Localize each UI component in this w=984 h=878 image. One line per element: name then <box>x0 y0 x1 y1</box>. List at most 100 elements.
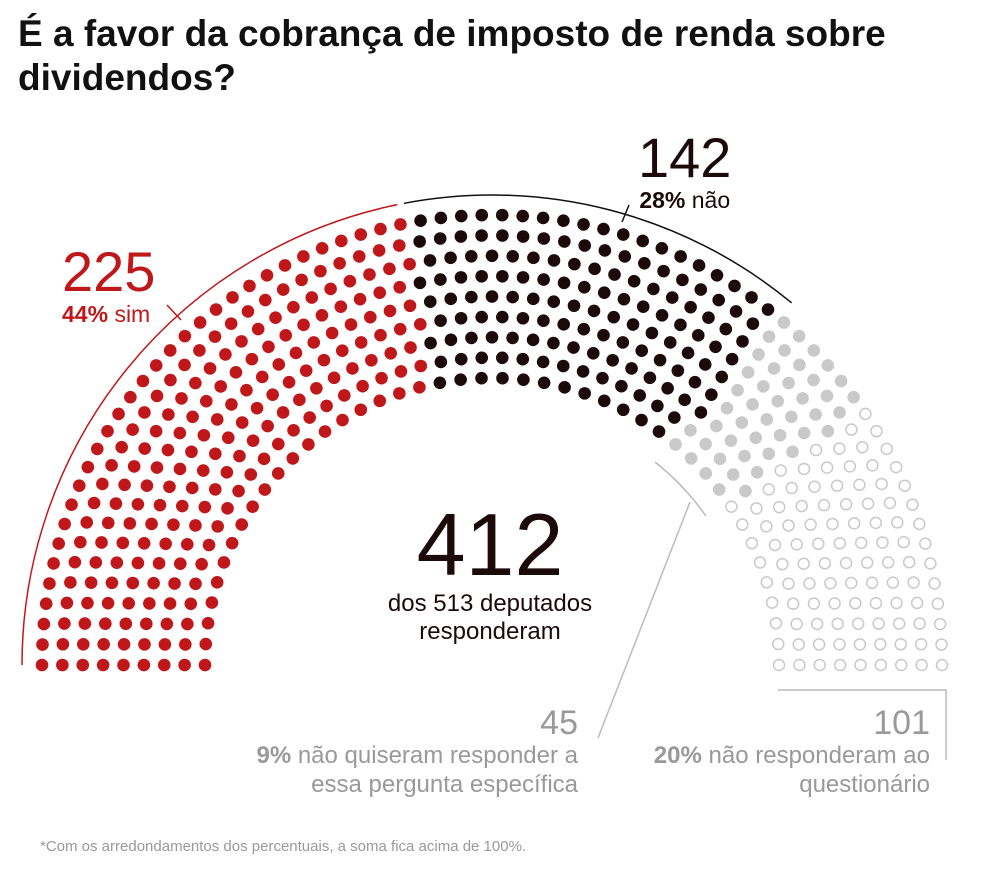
seat <box>226 291 239 304</box>
seat <box>854 536 868 550</box>
seat <box>778 344 791 357</box>
seat <box>526 292 540 306</box>
seat <box>433 232 447 245</box>
seat <box>373 286 387 299</box>
seat <box>853 478 866 492</box>
seat <box>674 250 687 263</box>
seat <box>793 358 806 372</box>
seat <box>765 596 779 609</box>
seat <box>475 371 488 385</box>
seat <box>891 516 904 529</box>
seat <box>115 440 128 454</box>
seat <box>444 292 458 306</box>
seat <box>372 244 386 257</box>
seat <box>161 443 175 457</box>
seat <box>828 597 841 610</box>
seat <box>199 394 213 408</box>
seat <box>651 399 664 413</box>
seat <box>393 280 407 294</box>
seat <box>47 557 60 570</box>
legend-entry: 44% sim <box>62 300 155 329</box>
seat <box>506 331 519 345</box>
seat <box>159 537 172 551</box>
seat <box>845 576 858 590</box>
seat <box>201 616 215 630</box>
seat <box>678 393 691 407</box>
seat <box>383 304 397 318</box>
seat <box>433 376 447 390</box>
seat <box>516 209 530 223</box>
seat <box>831 617 844 631</box>
seat <box>907 576 920 589</box>
seat <box>198 658 212 672</box>
seat <box>90 442 104 456</box>
seat <box>325 326 339 340</box>
seat <box>189 519 202 532</box>
seat <box>536 355 550 369</box>
leader-line <box>621 204 630 223</box>
seat <box>485 330 499 344</box>
seat <box>663 336 677 349</box>
seat <box>839 556 853 570</box>
seat <box>797 557 810 570</box>
seat <box>217 556 231 569</box>
seat <box>865 576 879 590</box>
seat <box>164 373 177 387</box>
seat <box>295 273 308 287</box>
seat <box>771 394 785 408</box>
seat <box>931 597 945 610</box>
seat <box>786 445 799 459</box>
seat <box>655 308 669 322</box>
seat <box>434 211 448 225</box>
seat <box>645 326 659 340</box>
seat <box>354 228 368 241</box>
seat <box>123 517 137 530</box>
seat <box>661 381 674 395</box>
seat <box>895 658 908 672</box>
seat <box>310 381 323 395</box>
seat <box>729 305 743 318</box>
seat <box>423 254 437 267</box>
seat <box>287 300 300 314</box>
seat <box>866 459 879 472</box>
seat <box>58 517 71 531</box>
seat <box>626 318 640 331</box>
seat <box>782 577 795 591</box>
seat <box>235 518 249 531</box>
seat <box>315 308 329 322</box>
seat <box>124 390 137 404</box>
seat <box>475 269 488 283</box>
seat <box>335 344 349 358</box>
seat <box>752 348 765 361</box>
seat <box>352 250 366 263</box>
seat <box>225 398 238 411</box>
seat <box>197 428 211 442</box>
seat <box>105 459 118 472</box>
seat <box>557 276 571 290</box>
seat <box>297 250 310 263</box>
seat <box>776 557 789 571</box>
bracket <box>778 689 947 760</box>
seat <box>587 304 601 318</box>
seat <box>834 374 848 388</box>
seat <box>266 388 279 401</box>
seat <box>676 273 689 287</box>
seat <box>803 577 816 590</box>
seat <box>710 268 724 282</box>
seat <box>496 229 509 242</box>
seat <box>760 520 773 533</box>
seat <box>792 638 805 651</box>
seat <box>384 346 398 360</box>
seat <box>826 517 839 531</box>
percent-label: 44% <box>62 301 109 327</box>
seat <box>767 362 781 375</box>
seat <box>173 426 187 440</box>
seat <box>726 468 740 481</box>
seat <box>181 617 194 631</box>
seat <box>168 577 181 590</box>
seat <box>324 282 337 296</box>
seat <box>558 235 571 248</box>
center-group: 412 dos 513 deputados responderam <box>360 500 620 646</box>
seat <box>317 353 331 367</box>
seat <box>153 498 167 512</box>
